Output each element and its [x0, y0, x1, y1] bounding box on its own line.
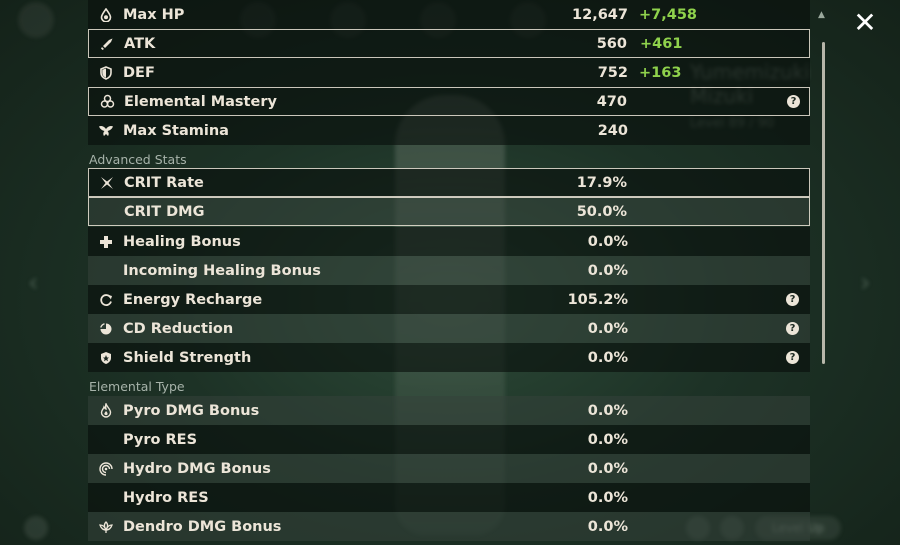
stat-label: DEF [123, 64, 155, 81]
stat-value: 240 [597, 122, 628, 139]
stat-row-pyro-res[interactable]: Pyro RES 0.0% [88, 425, 810, 454]
help-icon[interactable]: ? [786, 293, 799, 306]
stat-value: 0.0% [587, 460, 628, 477]
attribute-details-panel: Max HP 12,647 +7,458 ATK 560 +461 DEF 75… [88, 0, 812, 545]
help-icon[interactable]: ? [786, 351, 799, 364]
plus-cross-icon [96, 235, 116, 249]
stat-label: Elemental Mastery [124, 93, 277, 110]
stat-label: Hydro RES [123, 489, 209, 506]
stat-value: 0.0% [587, 518, 628, 535]
stat-row-max-hp[interactable]: Max HP 12,647 +7,458 [88, 0, 810, 29]
stat-row-energy-recharge[interactable]: Energy Recharge 105.2% ? [88, 285, 810, 314]
stat-label: Dendro DMG Bonus [123, 518, 282, 535]
stat-bonus: +163 [639, 64, 682, 81]
stat-row-hydro-res[interactable]: Hydro RES 0.0% [88, 483, 810, 512]
stat-row-incoming-healing-bonus[interactable]: Incoming Healing Bonus 0.0% [88, 256, 810, 285]
next-character-arrow[interactable]: › [860, 268, 871, 298]
stat-value: 105.2% [567, 291, 628, 308]
stat-row-crit-dmg[interactable]: CRIT DMG 50.0% [88, 197, 810, 226]
shield-strength-icon [96, 351, 116, 365]
section-heading-advanced-stats: Advanced Stats [89, 152, 187, 167]
stat-value: 0.0% [587, 402, 628, 419]
hydro-icon [96, 461, 116, 476]
stat-value: 12,647 [572, 6, 628, 23]
stat-label: CRIT Rate [124, 174, 204, 191]
stat-value: 0.0% [587, 320, 628, 337]
stat-row-elemental-mastery[interactable]: Elemental Mastery 470 ? [88, 87, 810, 116]
stat-value: 752 [597, 64, 628, 81]
shield-icon [96, 65, 116, 80]
stat-label: Energy Recharge [123, 291, 263, 308]
stat-label: CD Reduction [123, 320, 234, 337]
stats-scrollbar[interactable] [822, 42, 825, 364]
stat-value: 0.0% [587, 233, 628, 250]
hp-drop-icon [96, 7, 116, 22]
stat-row-hydro-dmg-bonus[interactable]: Hydro DMG Bonus 0.0% [88, 454, 810, 483]
pyro-icon [96, 403, 116, 418]
stat-row-crit-rate[interactable]: CRIT Rate 17.9% [88, 168, 810, 197]
stat-label: Pyro RES [123, 431, 198, 448]
character-avatar [18, 2, 54, 38]
stat-row-def[interactable]: DEF 752 +163 [88, 58, 810, 87]
stat-value: 0.0% [587, 262, 628, 279]
stat-value: 0.0% [587, 431, 628, 448]
stat-row-healing-bonus[interactable]: Healing Bonus 0.0% [88, 227, 810, 256]
stat-label: Healing Bonus [123, 233, 241, 250]
energy-recharge-icon [96, 293, 116, 307]
stat-label: Hydro DMG Bonus [123, 460, 271, 477]
stat-row-max-stamina[interactable]: Max Stamina 240 [88, 116, 810, 145]
stat-value: 560 [596, 35, 627, 52]
help-icon[interactable]: ? [787, 95, 800, 108]
cd-reduction-icon [96, 322, 116, 336]
menu-grid-icon[interactable] [24, 516, 48, 540]
stat-row-shield-strength[interactable]: Shield Strength 0.0% ? [88, 343, 810, 372]
stat-row-dendro-dmg-bonus[interactable]: Dendro DMG Bonus 0.0% [88, 512, 810, 541]
stat-value: 0.0% [587, 489, 628, 506]
stat-label: Max HP [123, 6, 185, 23]
stat-label: CRIT DMG [124, 203, 205, 220]
stat-bonus: +461 [640, 35, 683, 52]
stat-label: Pyro DMG Bonus [123, 402, 260, 419]
sword-icon [97, 37, 117, 51]
stat-value: 50.0% [576, 203, 627, 220]
stat-row-atk[interactable]: ATK 560 +461 [88, 29, 810, 58]
stat-bonus: +7,458 [639, 6, 698, 23]
stat-value: 0.0% [587, 349, 628, 366]
stat-label: ATK [124, 35, 156, 52]
crit-rate-icon [97, 176, 117, 190]
stat-label: Incoming Healing Bonus [123, 262, 321, 279]
help-icon[interactable]: ? [786, 322, 799, 335]
stamina-wings-icon [96, 124, 116, 138]
stat-label: Shield Strength [123, 349, 252, 366]
prev-character-arrow[interactable]: ‹ [28, 268, 39, 298]
dendro-icon [96, 520, 116, 534]
elemental-mastery-icon [97, 94, 117, 109]
stat-value: 17.9% [576, 174, 627, 191]
stat-row-pyro-dmg-bonus[interactable]: Pyro DMG Bonus 0.0% [88, 396, 810, 425]
scroll-up-chevron-icon[interactable]: ▲ [818, 10, 825, 20]
stat-value: 470 [596, 93, 627, 110]
stat-row-cd-reduction[interactable]: CD Reduction 0.0% ? [88, 314, 810, 343]
close-button[interactable]: ✕ [853, 6, 877, 39]
stat-label: Max Stamina [123, 122, 229, 139]
section-heading-elemental-type: Elemental Type [89, 379, 185, 394]
